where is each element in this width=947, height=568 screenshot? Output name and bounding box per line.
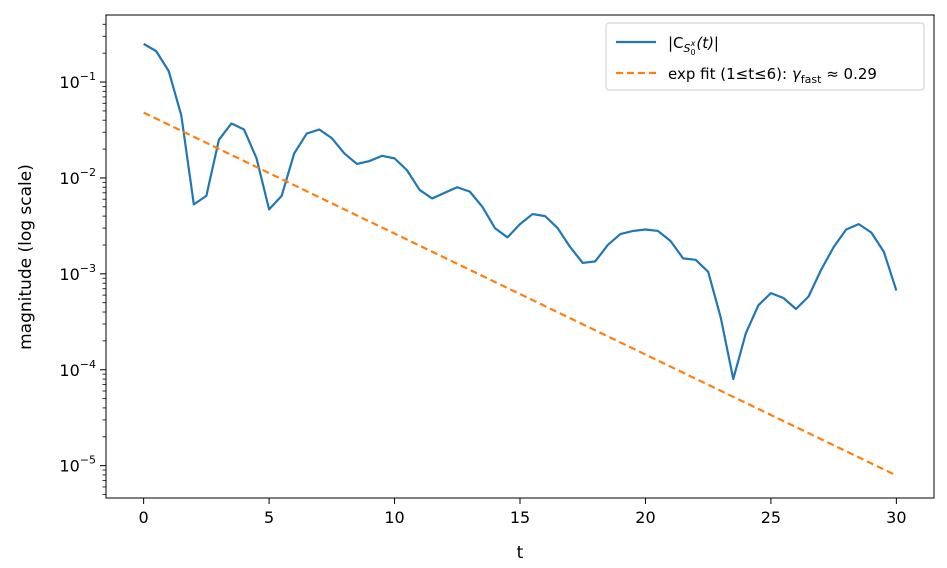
x-tick-label: 20 [635,508,655,527]
series-line-1 [143,42,898,381]
legend-1-main: |C [668,34,684,52]
legend-2-main: exp fit (1≤t≤6): [668,65,792,83]
x-axis-label: t [517,543,524,563]
legend: |CS0x(t)| exp fit (1≤t≤6): γfast ≈ 0.29 [605,22,925,91]
legend-label-series-1: |CS0x(t)| [668,34,719,57]
legend-box [605,22,925,91]
legend-2-gamma: γ [792,65,802,83]
x-tick-label: 15 [510,508,530,527]
legend-label-series-2: exp fit (1≤t≤6): γfast ≈ 0.29 [668,65,877,86]
y-tick-label: 10−2 [59,166,96,188]
series-layer [143,42,898,477]
legend-1-tail: (t)| [696,34,719,52]
legend-1-subsub: 0 [691,48,696,57]
x-tick-label: 5 [264,508,274,527]
y-tick-label: 10−5 [59,454,96,476]
x-axis: 0 5 10 15 20 25 30 [139,498,907,527]
y-tick-label: 10−3 [59,262,96,284]
x-tick-label: 0 [139,508,149,527]
y-axis: 10−5 10−4 10−3 10−2 10−1 [59,23,106,495]
legend-1-sub: S [684,42,691,55]
legend-2-tail: ≈ 0.29 [821,65,877,83]
y-tick-label: 10−1 [59,70,96,92]
y-axis-label: magnitude (log scale) [16,164,36,350]
x-tick-label: 30 [886,508,906,527]
legend-2-sub: fast [801,73,822,86]
x-tick-label: 25 [761,508,781,527]
x-tick-label: 10 [384,508,404,527]
legend-1-subsup: x [690,39,696,48]
y-tick-label: 10−4 [59,358,96,380]
series-line-2 [143,111,897,477]
